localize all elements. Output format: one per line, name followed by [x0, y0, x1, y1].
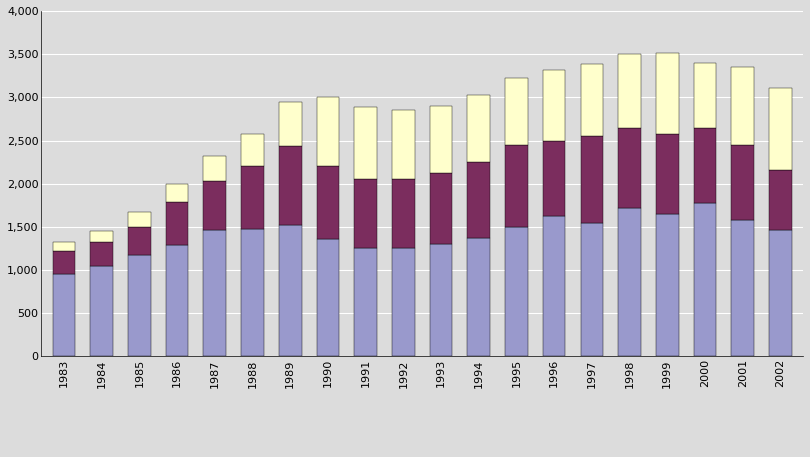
Bar [279, 146, 301, 225]
Bar [53, 274, 75, 356]
Bar [128, 212, 151, 227]
Bar [392, 110, 415, 180]
Bar [128, 227, 151, 255]
Bar [203, 156, 226, 181]
Bar [618, 208, 641, 356]
Bar [241, 228, 264, 356]
Bar [467, 238, 490, 356]
Bar [354, 180, 377, 249]
Bar [770, 230, 791, 356]
Bar [543, 140, 565, 216]
Bar [166, 202, 189, 244]
Bar [317, 239, 339, 356]
Bar [392, 249, 415, 356]
Bar [166, 244, 189, 356]
Bar [203, 181, 226, 230]
Bar [505, 227, 528, 356]
Bar [581, 136, 603, 223]
Bar [467, 162, 490, 238]
Bar [656, 214, 679, 356]
Bar [91, 231, 113, 242]
Bar [505, 145, 528, 227]
Bar [91, 242, 113, 266]
Bar [731, 220, 754, 356]
Bar [581, 223, 603, 356]
Bar [693, 128, 716, 203]
Bar [618, 54, 641, 128]
Bar [770, 88, 791, 170]
Bar [430, 173, 452, 244]
Bar [53, 242, 75, 250]
Bar [279, 101, 301, 146]
Bar [731, 67, 754, 145]
Bar [430, 106, 452, 173]
Bar [241, 134, 264, 166]
Bar [203, 230, 226, 356]
Bar [543, 216, 565, 356]
Bar [505, 78, 528, 145]
Bar [693, 63, 716, 128]
Bar [166, 184, 189, 202]
Bar [53, 250, 75, 274]
Bar [354, 249, 377, 356]
Bar [581, 64, 603, 136]
Bar [543, 69, 565, 140]
Bar [317, 165, 339, 239]
Bar [128, 255, 151, 356]
Bar [618, 128, 641, 208]
Bar [392, 180, 415, 249]
Bar [241, 166, 264, 228]
Bar [770, 170, 791, 230]
Bar [656, 53, 679, 134]
Bar [354, 107, 377, 180]
Bar [430, 244, 452, 356]
Bar [317, 97, 339, 165]
Bar [279, 225, 301, 356]
Bar [731, 145, 754, 220]
Bar [656, 134, 679, 214]
Bar [91, 266, 113, 356]
Bar [467, 95, 490, 162]
Bar [693, 203, 716, 356]
